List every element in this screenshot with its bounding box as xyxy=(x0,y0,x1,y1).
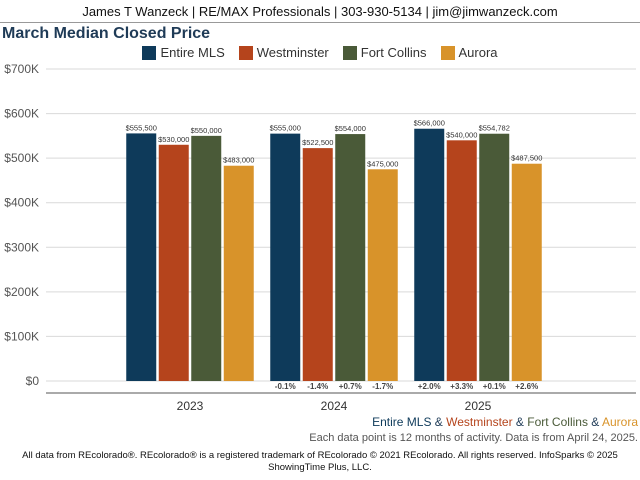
bar-aurora-2025 xyxy=(511,163,542,381)
data-label: $554,782 xyxy=(479,124,510,133)
caption-separator: & xyxy=(512,415,528,429)
x-tick-label: 2024 xyxy=(321,399,348,413)
bar-fort-collins-2024 xyxy=(335,134,366,381)
bar-entire-mls-2023 xyxy=(126,133,157,381)
bar-westminster-2024 xyxy=(302,148,333,381)
data-label: $522,500 xyxy=(302,138,333,147)
data-label: $475,000 xyxy=(367,159,398,168)
x-tick-label: 2025 xyxy=(465,399,492,413)
series-caption: Entire MLS & Westminster & Fort Collins … xyxy=(372,415,638,429)
data-label: $530,000 xyxy=(158,135,189,144)
chart-title: March Median Closed Price xyxy=(2,25,211,42)
data-label: $487,500 xyxy=(511,154,542,163)
caption-separator: & xyxy=(587,415,602,429)
data-label: $483,000 xyxy=(223,156,254,165)
legend-item-entire-mls: Entire MLS xyxy=(142,45,225,60)
legend-swatch xyxy=(142,45,157,60)
data-label: $555,000 xyxy=(270,124,301,133)
y-tick-label: $300K xyxy=(4,240,39,254)
data-label: $566,000 xyxy=(414,119,445,128)
change-label: +2.6% xyxy=(515,382,538,391)
change-label: +0.1% xyxy=(483,382,506,391)
y-tick-label: $100K xyxy=(4,329,39,343)
chart-svg: $0 $100K $200K $300K $400K $500K $600K $700K $55… xyxy=(4,62,636,413)
caption-series-name: Entire MLS xyxy=(372,415,432,429)
legend-label: Aurora xyxy=(458,45,498,60)
change-label: +0.7% xyxy=(339,382,362,391)
legend-item-fort-collins: Fort Collins xyxy=(342,45,427,60)
copyright-line-1: All data from REcolorado®. REcolorado® i… xyxy=(22,450,618,461)
change-label: -0.1% xyxy=(275,382,296,391)
change-label: +3.3% xyxy=(450,382,473,391)
caption-series-name: Aurora xyxy=(601,415,638,429)
activity-footnote: Each data point is 12 months of activity… xyxy=(309,432,638,444)
legend: Entire MLS Westminster Fort Collins Aurora xyxy=(0,45,640,60)
legend-swatch xyxy=(342,45,357,60)
y-tick-label: $0 xyxy=(26,374,40,388)
y-tick-label: $200K xyxy=(4,285,39,299)
bar-aurora-2023 xyxy=(223,165,254,381)
bar-entire-mls-2024 xyxy=(270,133,301,381)
legend-item-westminster: Westminster xyxy=(238,45,329,60)
legend-label: Entire MLS xyxy=(160,45,225,60)
header-text: James T Wanzeck | RE/MAX Professionals |… xyxy=(82,3,558,19)
legend-swatch xyxy=(440,45,455,60)
y-tick-label: $400K xyxy=(4,196,39,210)
caption-series-name: Westminster xyxy=(446,415,513,429)
legend-item-aurora: Aurora xyxy=(440,45,498,60)
bar-aurora-2024 xyxy=(367,169,398,381)
y-tick-label: $600K xyxy=(4,107,39,121)
bar-westminster-2023 xyxy=(158,144,189,381)
caption-separator: & xyxy=(431,415,447,429)
data-label: $555,500 xyxy=(126,123,157,132)
bar-fort-collins-2023 xyxy=(191,135,222,381)
data-label: $554,000 xyxy=(335,124,366,133)
data-label: $550,000 xyxy=(191,126,222,135)
caption-series-name: Fort Collins xyxy=(527,415,588,429)
change-label: -1.7% xyxy=(372,382,393,391)
data-label: $540,000 xyxy=(446,130,477,139)
x-tick-label: 2023 xyxy=(177,399,204,413)
bar-westminster-2025 xyxy=(446,140,477,381)
y-tick-label: $500K xyxy=(4,151,39,165)
change-label: -1.4% xyxy=(307,382,328,391)
copyright-line-2: ShowingTime Plus, LLC. xyxy=(268,462,372,473)
bar-entire-mls-2025 xyxy=(414,128,445,381)
legend-swatch xyxy=(238,45,253,60)
legend-label: Fort Collins xyxy=(360,45,427,60)
change-label: +2.0% xyxy=(418,382,441,391)
legend-label: Westminster xyxy=(256,45,329,60)
bar-fort-collins-2025 xyxy=(479,133,510,381)
y-tick-label: $700K xyxy=(4,62,39,76)
header-bar: James T Wanzeck | RE/MAX Professionals |… xyxy=(0,0,640,23)
copyright-footnote: All data from REcolorado®. REcolorado® i… xyxy=(0,450,640,474)
